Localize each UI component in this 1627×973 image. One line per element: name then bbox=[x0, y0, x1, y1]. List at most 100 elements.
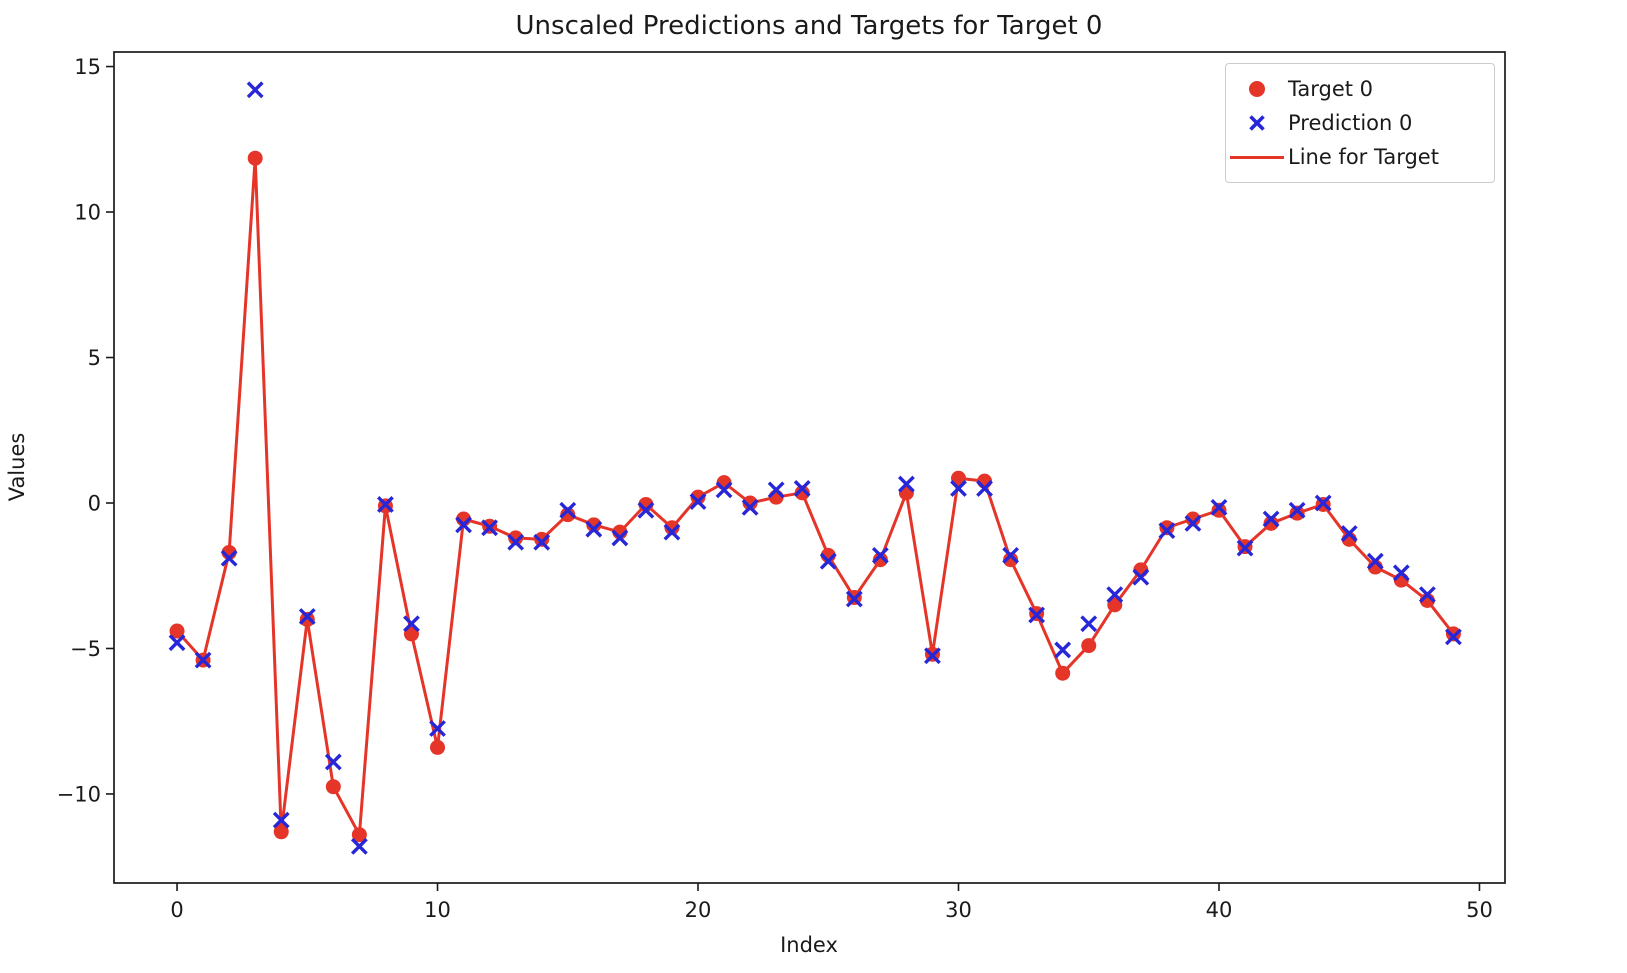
y-tick-label: −10 bbox=[57, 782, 101, 806]
prediction-marker bbox=[845, 590, 863, 608]
prediction-marker bbox=[507, 533, 525, 551]
y-tick-label: 0 bbox=[88, 491, 101, 515]
prediction-marker bbox=[1288, 501, 1306, 519]
y-tick-label: −5 bbox=[70, 637, 101, 661]
prediction-marker bbox=[924, 647, 941, 665]
prediction-marker bbox=[871, 546, 889, 564]
y-tick-label: 5 bbox=[88, 346, 101, 370]
target-marker bbox=[1107, 597, 1123, 613]
prediction-marker bbox=[194, 651, 212, 669]
prediction-marker bbox=[663, 523, 681, 541]
target-marker bbox=[742, 495, 758, 511]
x-tick-label: 30 bbox=[945, 898, 972, 922]
target-marker bbox=[664, 520, 680, 536]
prediction-marker bbox=[819, 552, 837, 570]
prediction-marker bbox=[611, 529, 629, 547]
target-marker bbox=[1289, 505, 1305, 521]
target-marker bbox=[1263, 515, 1279, 531]
prediction-marker bbox=[950, 480, 967, 497]
prediction-marker bbox=[1340, 525, 1358, 542]
target-marker bbox=[273, 824, 289, 840]
prediction-marker bbox=[715, 481, 733, 499]
chart-title: Unscaled Predictions and Targets for Tar… bbox=[516, 11, 1103, 41]
target-marker bbox=[508, 530, 524, 546]
prediction-marker bbox=[1080, 615, 1098, 633]
legend-item-line: Line for Target bbox=[1226, 140, 1494, 174]
prediction-marker bbox=[793, 480, 811, 497]
target-marker bbox=[1445, 626, 1461, 642]
prediction-marker bbox=[1366, 552, 1384, 570]
prediction-marker bbox=[1392, 564, 1410, 582]
prediction-marker bbox=[481, 519, 499, 537]
target-marker bbox=[430, 739, 446, 755]
prediction-marker bbox=[585, 520, 603, 538]
prediction-marker bbox=[298, 608, 316, 625]
x-tick-label: 20 bbox=[685, 898, 712, 922]
prediction-marker bbox=[246, 81, 264, 99]
target-dot-icon bbox=[1249, 81, 1265, 97]
prediction-marker bbox=[403, 615, 420, 633]
legend-item-prediction: Prediction 0 bbox=[1226, 106, 1494, 140]
target-marker bbox=[1055, 665, 1071, 681]
target-marker bbox=[534, 531, 550, 547]
target-marker bbox=[1003, 552, 1019, 568]
prediction-marker bbox=[1262, 510, 1280, 528]
prediction-marker bbox=[1184, 514, 1202, 532]
legend: Target 0 Prediction 0 Line for Target bbox=[1225, 63, 1495, 183]
prediction-marker bbox=[976, 480, 993, 497]
x-axis-label: Index bbox=[780, 933, 838, 957]
prediction-marker bbox=[1418, 586, 1436, 604]
target-marker bbox=[351, 827, 367, 843]
target-marker bbox=[1185, 511, 1201, 527]
target-marker bbox=[299, 611, 315, 627]
data-layer bbox=[168, 81, 1462, 855]
target-marker bbox=[1211, 502, 1227, 518]
legend-label-line: Line for Target bbox=[1288, 145, 1439, 169]
target-marker bbox=[950, 470, 966, 486]
target-marker bbox=[247, 150, 263, 166]
prediction-marker bbox=[741, 498, 759, 516]
target-marker bbox=[169, 623, 185, 639]
legend-label-target: Target 0 bbox=[1288, 77, 1374, 101]
target-marker bbox=[1159, 520, 1175, 536]
x-tick-label: 50 bbox=[1466, 898, 1493, 922]
prediction-marker bbox=[272, 811, 290, 829]
target-marker bbox=[586, 517, 602, 533]
prediction-marker bbox=[1210, 498, 1228, 516]
target-marker bbox=[690, 489, 706, 505]
prediction-marker bbox=[1106, 586, 1124, 604]
x-tick-label: 10 bbox=[424, 898, 451, 922]
target-marker bbox=[560, 507, 576, 523]
plot-border bbox=[113, 51, 1506, 884]
prediction-marker bbox=[1002, 546, 1020, 564]
prediction-marker bbox=[455, 516, 472, 534]
prediction-marker bbox=[533, 533, 551, 551]
target-marker bbox=[872, 552, 888, 568]
prediction-marker bbox=[1132, 568, 1150, 586]
legend-label-prediction: Prediction 0 bbox=[1288, 111, 1413, 135]
prediction-marker bbox=[1028, 606, 1046, 624]
y-axis-label: Values bbox=[5, 433, 29, 502]
prediction-marker bbox=[220, 549, 238, 567]
target-marker bbox=[1081, 638, 1097, 654]
prediction-marker bbox=[689, 493, 707, 510]
prediction-x-icon bbox=[1249, 115, 1265, 131]
prediction-marker bbox=[1054, 641, 1072, 659]
prediction-marker bbox=[767, 481, 785, 499]
prediction-marker bbox=[897, 475, 915, 493]
target-line-icon bbox=[1230, 155, 1284, 159]
prediction-marker bbox=[429, 720, 446, 737]
prediction-marker bbox=[377, 496, 394, 513]
prediction-marker bbox=[324, 753, 342, 771]
x-tick-label: 0 bbox=[170, 898, 183, 922]
legend-item-target: Target 0 bbox=[1226, 72, 1494, 106]
prediction-marker bbox=[1158, 522, 1176, 540]
prediction-marker bbox=[1445, 628, 1462, 646]
prediction-marker bbox=[1314, 494, 1332, 512]
target-line bbox=[175, 156, 1455, 837]
x-tick-label: 40 bbox=[1206, 898, 1233, 922]
y-tick-label: 10 bbox=[74, 201, 101, 225]
prediction-marker bbox=[350, 837, 368, 855]
